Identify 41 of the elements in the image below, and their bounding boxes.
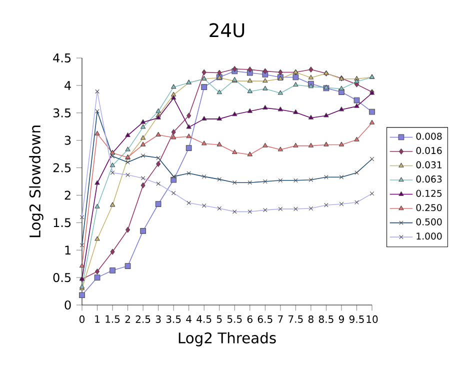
x-tick-label: 1.5 <box>106 315 120 323</box>
legend-label: 0.016 <box>416 147 442 154</box>
legend-label: 1.000 <box>416 232 442 240</box>
x-tick-label: 7 <box>278 315 283 323</box>
x-tick-label: 7.5 <box>288 315 303 323</box>
x-tick-label: 6 <box>247 315 252 323</box>
y-tick-label: 1 <box>65 246 70 254</box>
x-tick-label: 8.5 <box>318 315 334 323</box>
y-tick-label: 0 <box>64 300 71 310</box>
legend-label: 0.063 <box>416 176 442 183</box>
x-tick-label: 4 <box>186 315 192 323</box>
legend-label: 0.125 <box>416 190 442 197</box>
legend-label: 0.031 <box>416 161 442 168</box>
y-tick-label: 4 <box>64 81 71 90</box>
legend-label: 0.008 <box>416 132 442 140</box>
y-tick-label: 3.5 <box>53 108 71 118</box>
x-tick-label: 5 <box>216 315 222 323</box>
chart-title: 24U <box>210 23 244 38</box>
y-tick-label: 2.5 <box>53 163 71 172</box>
x-tick-label: 3.5 <box>166 315 181 323</box>
legend-label: 0.250 <box>416 204 442 212</box>
y-tick-label: 1.5 <box>54 218 71 228</box>
x-tick-label: 2 <box>125 315 130 323</box>
x-tick-label: 3 <box>156 315 161 323</box>
x-tick-label: 10 <box>366 315 378 323</box>
y-tick-label: 3 <box>64 136 71 145</box>
x-axis-title: Log2 Threads <box>178 332 276 346</box>
x-tick-label: 8 <box>308 315 314 323</box>
x-tick-label: 9.5 <box>349 315 364 323</box>
legend-label: 0.500 <box>416 218 442 226</box>
y-tick-label: 0.5 <box>53 273 71 282</box>
x-tick-label: 4.5 <box>196 315 212 323</box>
y-tick-label: 4.5 <box>53 54 71 62</box>
y-tick-label: 2 <box>64 190 70 200</box>
x-tick-label: 1 <box>95 315 100 323</box>
y-axis-title: Log2 Slowdown <box>29 126 44 238</box>
x-tick-label: 5.5 <box>227 315 242 323</box>
x-tick-label: 6.5 <box>258 315 272 323</box>
x-tick-label: 2.5 <box>136 315 150 323</box>
x-tick-label: 0 <box>79 315 85 323</box>
x-tick-label: 9 <box>338 315 344 323</box>
